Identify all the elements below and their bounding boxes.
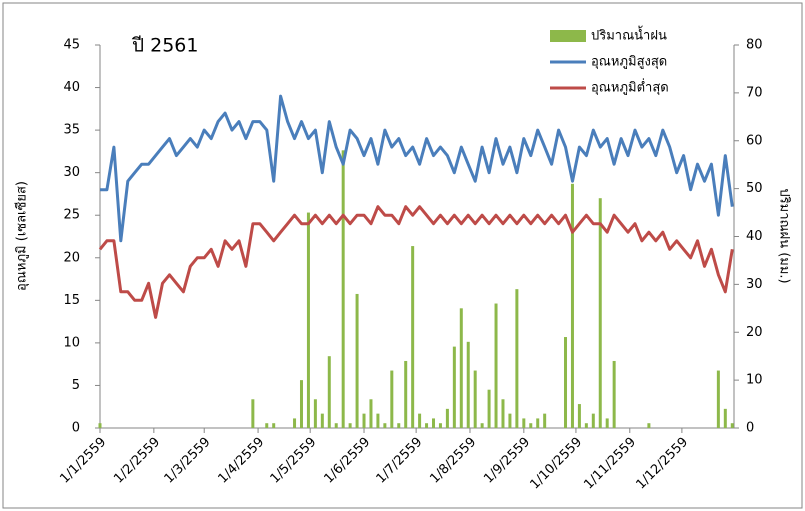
rain-bar xyxy=(536,418,540,428)
rain-bar xyxy=(647,423,651,428)
y-tick-label: 40 xyxy=(63,80,80,95)
rain-bar xyxy=(98,423,102,428)
rain-bar xyxy=(529,423,533,428)
y-tick-label: 45 xyxy=(63,38,80,53)
rain-bar xyxy=(327,356,331,428)
rain-bar xyxy=(445,408,449,428)
chart-title: ปี 2561 xyxy=(131,35,198,57)
rain-bar xyxy=(299,380,303,428)
rain-bar xyxy=(598,198,602,428)
rain-bar xyxy=(543,413,547,428)
rain-bar xyxy=(508,413,512,428)
rain-bar xyxy=(466,341,470,428)
rain-bar xyxy=(515,289,519,428)
y-tick-label: 35 xyxy=(63,123,80,138)
rain-bar xyxy=(432,418,436,428)
rain-bar xyxy=(383,423,387,428)
rain-bar xyxy=(376,413,380,428)
rain-bar xyxy=(570,183,574,428)
rain-bar xyxy=(577,404,581,428)
y-tick-label: 15 xyxy=(63,293,80,308)
rain-bar xyxy=(265,423,269,428)
rain-bar xyxy=(411,246,415,428)
rain-bar xyxy=(334,423,338,428)
rain-bar xyxy=(612,360,616,428)
rain-bar xyxy=(584,423,588,428)
y2-tick-label: 70 xyxy=(746,85,763,100)
rain-bar xyxy=(452,346,456,428)
y-tick-label: 5 xyxy=(72,378,80,393)
y-tick-label: 0 xyxy=(72,421,80,436)
y2-tick-label: 60 xyxy=(746,133,763,148)
legend-label: อุณหภูมิสูงสุด xyxy=(591,55,667,70)
rain-bar xyxy=(730,423,734,428)
y2-axis-label: ปริมาณฝน (มม.) xyxy=(777,188,792,283)
rain-bar xyxy=(591,413,595,428)
rain-bar xyxy=(272,423,276,428)
rain-bar xyxy=(473,370,477,428)
y2-tick-label: 10 xyxy=(746,373,763,388)
y2-tick-label: 0 xyxy=(746,421,754,436)
y2-tick-label: 20 xyxy=(746,325,763,340)
temp-line xyxy=(100,94,734,243)
rain-bar xyxy=(487,389,491,428)
y-tick-label: 25 xyxy=(63,208,80,223)
rain-bar xyxy=(369,399,373,428)
rain-bar xyxy=(293,418,297,428)
rain-bar xyxy=(313,399,317,428)
rain-bar xyxy=(564,337,568,428)
rain-bar xyxy=(404,360,408,428)
rain-bar xyxy=(501,399,505,428)
rain-bar xyxy=(716,370,720,428)
rain-bar xyxy=(355,293,359,428)
y-tick-label: 20 xyxy=(63,250,80,265)
rain-bar xyxy=(522,418,526,428)
rain-bar xyxy=(425,423,429,428)
rain-bar xyxy=(341,150,345,428)
legend-swatch xyxy=(550,30,586,42)
rain-bar xyxy=(480,423,484,428)
rain-bar xyxy=(418,413,422,428)
rain-bar xyxy=(320,413,324,428)
y-axis-label: อุณหภูมิ (เซลเซียส) xyxy=(14,181,30,291)
y2-tick-label: 50 xyxy=(746,181,763,196)
legend-label: ปริมาณน้ำฝน xyxy=(591,26,667,44)
rain-bar xyxy=(362,413,366,428)
y-tick-label: 10 xyxy=(63,335,80,350)
rain-bar xyxy=(605,418,609,428)
legend-label: อุณหภูมิต่ำสุด xyxy=(591,79,669,96)
rain-bar xyxy=(348,423,352,428)
rain-bar xyxy=(723,408,727,428)
y2-tick-label: 80 xyxy=(746,38,763,53)
rain-bar xyxy=(438,423,442,428)
temp-line xyxy=(98,205,734,319)
rain-bar xyxy=(494,303,498,428)
rain-bar xyxy=(306,212,310,428)
rain-bar xyxy=(390,370,394,428)
y-tick-label: 30 xyxy=(63,165,80,180)
y2-tick-label: 40 xyxy=(746,229,763,244)
rain-bar xyxy=(251,399,255,428)
rain-bar xyxy=(397,423,401,428)
y2-tick-label: 30 xyxy=(746,277,763,292)
rain-bar xyxy=(459,308,463,428)
